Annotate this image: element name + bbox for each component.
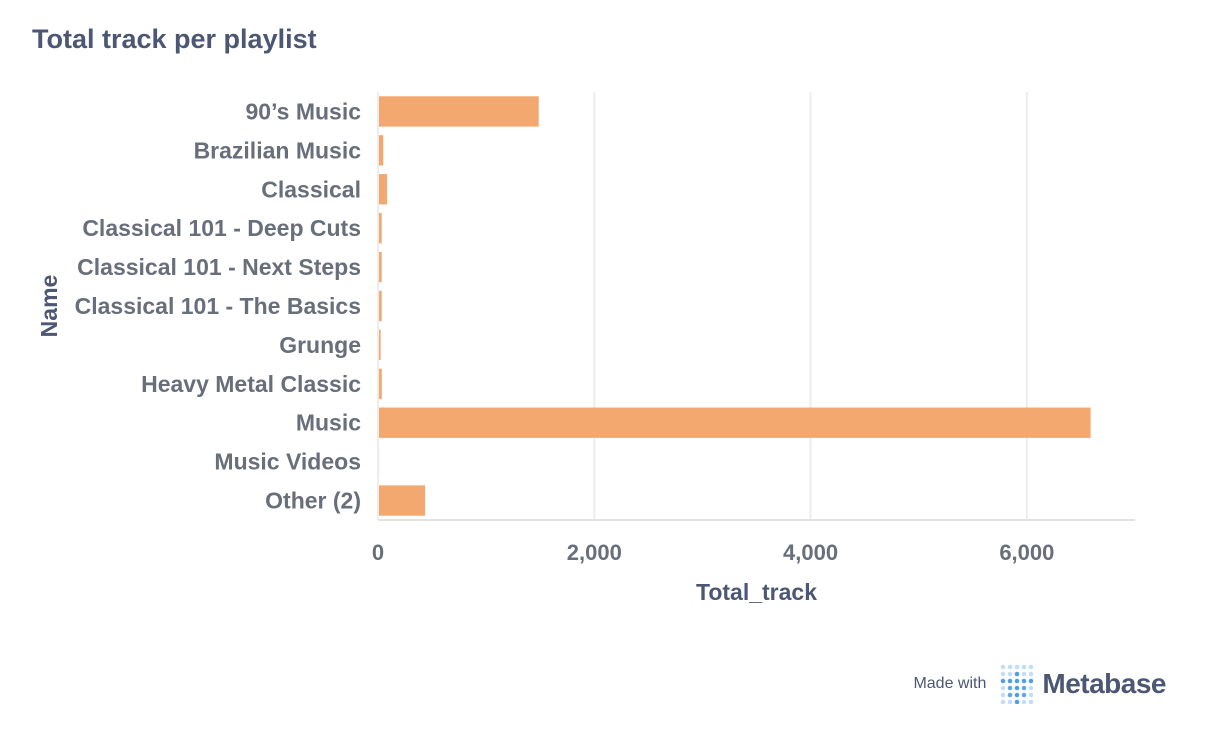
logo-dot — [1022, 678, 1027, 684]
bar — [379, 96, 539, 127]
logo-dot — [1008, 664, 1013, 670]
x-axis-title: Total_track — [696, 579, 817, 605]
logo-dot — [1001, 678, 1006, 684]
logo-dot — [1022, 664, 1027, 670]
logo-dot — [1008, 699, 1013, 704]
bar — [379, 251, 382, 283]
category-label: Classical 101 - Next Steps — [77, 254, 361, 280]
category-label: Classical 101 - Deep Cuts — [82, 215, 361, 241]
logo-dot — [1029, 692, 1034, 698]
x-tick-label: 4,000 — [783, 540, 838, 565]
x-tick-label: 0 — [372, 540, 384, 565]
bar — [379, 135, 384, 166]
logo-dot — [1001, 671, 1006, 677]
y-axis-title: Name — [36, 275, 62, 338]
logo-dot — [1001, 664, 1006, 670]
bar — [379, 368, 382, 399]
logo-dot — [1001, 699, 1006, 704]
logo-dot — [1022, 692, 1027, 698]
x-tick-label: 2,000 — [567, 540, 622, 565]
logo-dot — [1029, 678, 1034, 684]
category-label: Other (2) — [265, 488, 361, 514]
category-label: Music — [296, 410, 361, 436]
category-label: Heavy Metal Classic — [141, 371, 361, 397]
gridlines — [377, 92, 1028, 520]
logo-dot — [1008, 685, 1013, 691]
bar — [379, 174, 388, 205]
logo-dot — [1029, 664, 1034, 670]
footer-branding: Made with Metabase — [913, 664, 1166, 704]
category-label: Grunge — [279, 332, 361, 358]
category-label: Brazilian Music — [194, 137, 362, 163]
bar — [379, 407, 1091, 438]
logo-dot — [1008, 678, 1013, 684]
metabase-logo-icon — [1001, 664, 1034, 704]
logo-dot — [1029, 671, 1034, 677]
logo-dot — [1015, 678, 1020, 684]
x-tick-labels: 0 2,000 4,000 6,000 — [372, 540, 1055, 565]
category-label: Classical 101 - The Basics — [75, 293, 361, 319]
logo-dot — [1022, 699, 1027, 704]
logo-dot — [1015, 699, 1020, 704]
brand-name: Metabase — [1042, 668, 1166, 699]
category-label: Music Videos — [214, 449, 361, 475]
x-tick-label: 6,000 — [999, 540, 1054, 565]
bars — [379, 96, 1091, 516]
logo-dot — [1015, 692, 1020, 698]
logo-dot — [1022, 685, 1027, 691]
logo-dot — [1015, 671, 1020, 677]
logo-dot — [1015, 664, 1020, 670]
bar — [379, 213, 382, 244]
logo-dot — [1029, 699, 1034, 704]
logo-dot — [1015, 685, 1020, 691]
chart-title: Total track per playlist — [32, 24, 317, 54]
bar — [379, 329, 381, 361]
made-with-label: Made with — [913, 675, 987, 692]
category-label: 90’s Music — [246, 98, 362, 124]
logo-dot — [1022, 671, 1027, 677]
logo-dot — [1001, 685, 1006, 691]
logo-dot — [1029, 685, 1034, 691]
category-label: Classical — [261, 176, 361, 202]
bar — [379, 485, 426, 516]
logo-dot — [1001, 692, 1006, 698]
logo-dot — [1008, 692, 1013, 698]
logo-dot — [1008, 671, 1013, 677]
category-labels: 90’s Music Brazilian Music Classical Classi… — [75, 98, 362, 513]
bar — [379, 290, 382, 322]
